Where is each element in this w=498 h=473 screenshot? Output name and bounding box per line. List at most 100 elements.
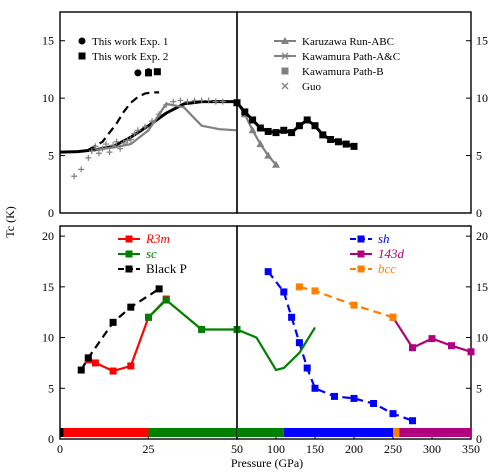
y-tick-label: 15 (42, 34, 54, 48)
data-point (131, 130, 138, 137)
data-point (127, 303, 135, 311)
data-point (233, 99, 241, 107)
data-point (319, 131, 327, 139)
series-line (80, 287, 160, 371)
data-point (145, 69, 152, 77)
y-axis-label: Tc (K) (3, 206, 17, 237)
y-tick-label: 0 (476, 432, 482, 446)
data-point (198, 97, 205, 104)
data-point (256, 124, 264, 132)
data-point (311, 122, 319, 130)
data-point (109, 318, 117, 326)
data-point (295, 339, 303, 347)
data-point (212, 98, 219, 105)
data-point (428, 335, 436, 343)
data-point (311, 384, 319, 392)
legend-label: bcc (378, 261, 396, 276)
phase-bar-segment (237, 428, 284, 437)
y-tick-label: 20 (476, 229, 488, 243)
data-point (127, 136, 134, 143)
series-this-work-exp-2 (145, 68, 161, 77)
data-point (134, 127, 141, 134)
data-point (95, 150, 102, 157)
y-tick-label: 10 (42, 331, 54, 345)
data-point (162, 296, 170, 304)
y-tick-label: 5 (48, 149, 54, 163)
legend-label: 143d (378, 246, 405, 261)
data-point (370, 400, 377, 407)
phase-bar-segment (283, 428, 393, 437)
data-point (155, 285, 163, 293)
data-point (350, 142, 358, 150)
data-point (88, 147, 95, 154)
x-axis-label: Pressure (GPa) (231, 456, 303, 470)
data-point (184, 98, 191, 105)
series-sc (145, 296, 241, 333)
data-point (350, 301, 358, 309)
data-point (331, 392, 338, 400)
data-point (127, 362, 135, 370)
legend-label: sc (146, 246, 157, 261)
series-line (392, 316, 472, 353)
y-tick-label: 15 (42, 280, 54, 294)
series-line (267, 270, 413, 422)
data-point (84, 354, 92, 362)
data-point (409, 344, 416, 352)
data-point (303, 364, 311, 372)
series-line (299, 285, 394, 319)
data-point (327, 135, 335, 143)
data-point (280, 288, 288, 296)
data-point (280, 126, 288, 134)
data-point (149, 118, 156, 125)
legend-marker (281, 52, 289, 60)
legend-marker (78, 37, 86, 45)
data-point (177, 97, 184, 104)
legend-marker (125, 235, 133, 243)
phase-bar-segment (63, 428, 149, 437)
legend-label: sh (378, 231, 390, 246)
legend-marker (357, 250, 365, 258)
legend-entry-143d: 143d (350, 246, 405, 261)
series-line (236, 326, 316, 372)
x-tick-label: 300 (423, 442, 441, 456)
x-tick-label: 0 (57, 442, 63, 456)
data-point (91, 359, 99, 367)
phase-bar-segment (399, 428, 471, 437)
data-point (467, 348, 475, 356)
data-point (198, 325, 206, 333)
legend-label: This work Exp. 1 (92, 36, 168, 48)
data-point (78, 166, 85, 173)
series-143d (389, 313, 475, 356)
legend-label: Kawamura Path-B (302, 66, 384, 78)
data-point (163, 102, 170, 109)
data-point (99, 145, 106, 152)
x-tick-label: 250 (384, 442, 402, 456)
series-sc-green (236, 326, 316, 372)
data-point (288, 129, 296, 137)
data-point (117, 145, 124, 152)
series-bcc (295, 283, 397, 321)
x-tick-label: 350 (462, 442, 480, 456)
data-point (120, 139, 127, 146)
legend-label: Karuzawa Run-ABC (302, 36, 394, 48)
data-point (288, 313, 296, 321)
data-point (156, 111, 163, 118)
legend-entry-karuzawa-run-abc: Karuzawa Run-ABC (274, 36, 394, 48)
data-point (256, 140, 265, 148)
panel-top-left: 0 5 10 15 This work Exp. 1 This work Exp. 2 (42, 11, 238, 220)
plot-area: 0 5 10 15 This work Exp. 1 This work Exp. 2 0 5… (42, 11, 488, 456)
series-line (87, 298, 167, 373)
legend-entry-this-work-exp-1: This work Exp. 1 (78, 36, 168, 48)
legend-label: Kawamura Path-A&C (302, 51, 400, 63)
legend-entry-guo: Guo (281, 81, 321, 93)
data-point (106, 149, 113, 156)
legend-entry-kawamura-path-b: Kawamura Path-B (281, 66, 384, 78)
data-point (124, 137, 131, 144)
x-tick-label: 50 (231, 442, 243, 456)
data-point (295, 122, 303, 130)
phase-bar-segment (60, 428, 64, 437)
y-tick-label: 0 (48, 206, 54, 220)
y-tick-label: 5 (48, 381, 54, 395)
x-tick-label: 25 (143, 442, 155, 456)
